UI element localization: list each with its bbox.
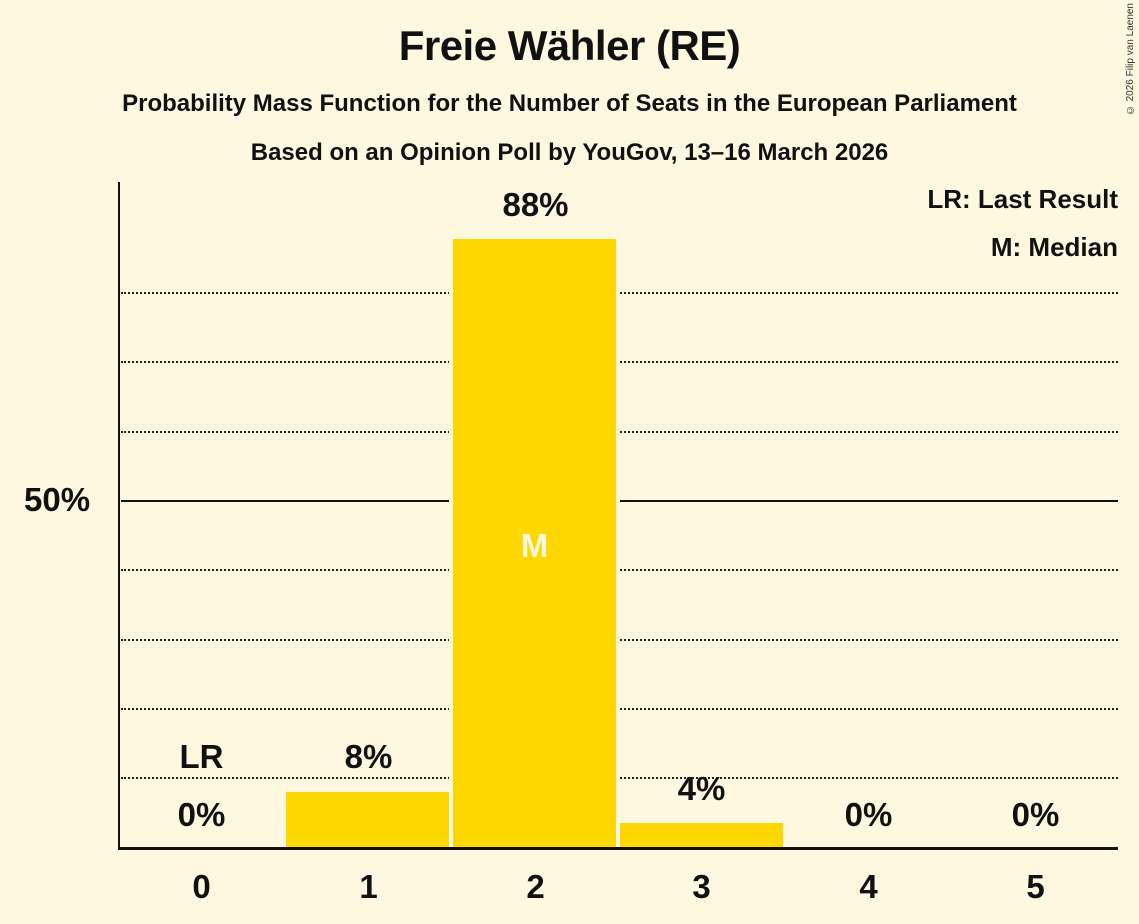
- chart-title: Freie Wähler (RE): [398, 22, 741, 69]
- x-tick-5: 5: [1026, 868, 1045, 905]
- x-axis: [118, 847, 1118, 850]
- chart-caption: Based on an Opinion Poll by YouGov, 13–1…: [250, 139, 889, 166]
- bar-2-seats: [453, 239, 616, 848]
- value-label-1: 8%: [344, 738, 393, 775]
- value-label-2: 88%: [502, 186, 569, 223]
- value-label-4: 0%: [844, 796, 893, 833]
- bar-3-seats: [620, 823, 783, 848]
- x-tick-0: 0: [192, 868, 211, 905]
- legend-median: M: Median: [990, 232, 1118, 262]
- lr-marker: LR: [179, 738, 224, 775]
- y-tick-50: 50%: [24, 481, 91, 518]
- value-label-3: 4%: [677, 770, 726, 807]
- bar-1-seat: [286, 792, 449, 848]
- x-tick-4: 4: [859, 868, 878, 905]
- x-tick-3: 3: [692, 868, 711, 905]
- legend-last-result: LR: Last Result: [927, 184, 1118, 214]
- x-tick-1: 1: [359, 868, 378, 905]
- value-label-0: 0%: [177, 796, 226, 833]
- x-tick-2: 2: [526, 868, 545, 905]
- y-axis: [118, 182, 120, 849]
- value-label-5: 0%: [1011, 796, 1060, 833]
- median-marker: M: [520, 527, 549, 564]
- chart-subtitle: Probability Mass Function for the Number…: [122, 90, 1017, 117]
